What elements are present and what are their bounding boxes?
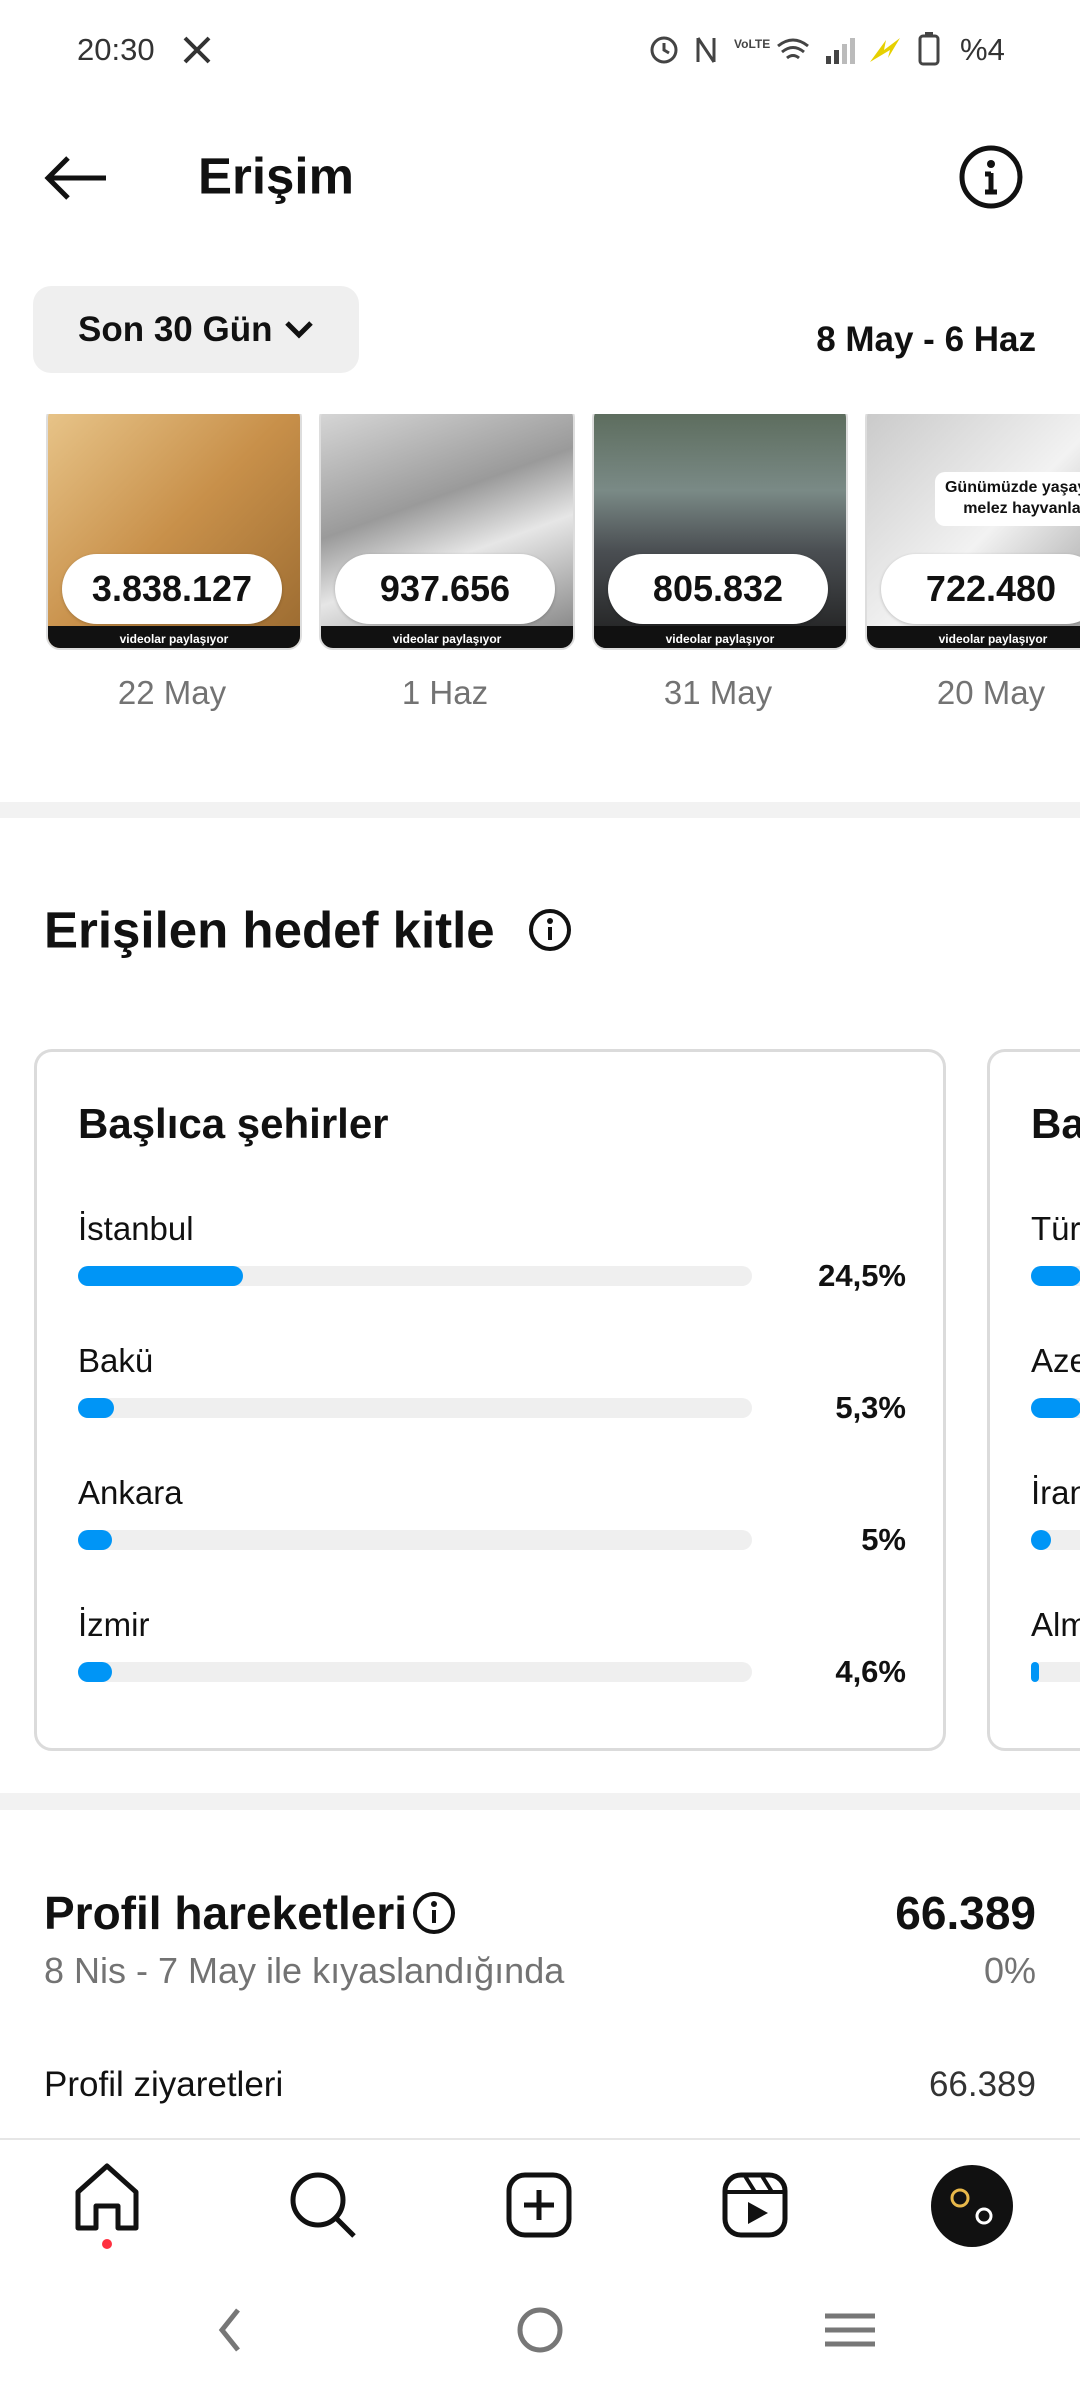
bar-track (78, 1398, 752, 1418)
post-reach: 722.480 (881, 554, 1080, 624)
bar-fill (1031, 1266, 1080, 1286)
profile-change: 0% (983, 1950, 1036, 1991)
post-footer: videolar paylaşıyor (938, 632, 1048, 646)
system-nav[interactable] (218, 2307, 875, 2353)
card-title: Ba (1031, 1100, 1080, 1147)
profile-tab[interactable] (931, 2165, 1013, 2247)
bar-fill (78, 1662, 112, 1682)
home-tab[interactable] (75, 2163, 139, 2249)
caption-line: melez hayvanlar (963, 499, 1080, 517)
post-footer: videolar paylaşıyor (119, 632, 229, 646)
svg-text:VoLTE: VoLTE (734, 37, 770, 51)
audience-card (34, 1049, 946, 1751)
post-footer-strip (594, 626, 846, 648)
bar-fill (1031, 1398, 1080, 1418)
post-footer-strip (321, 626, 573, 648)
row-value: 4,6% (835, 1654, 906, 1689)
post-footer: videolar paylaşıyor (392, 632, 502, 646)
profile-comparison: 8 Nis - 7 May ile kıyaslandığında (44, 1950, 565, 1991)
info-button[interactable] (958, 144, 1024, 210)
page-title: Erişim (198, 147, 354, 205)
row-label: Bakü (78, 1342, 154, 1379)
bar-track (78, 1266, 752, 1286)
post-reach: 937.656 (335, 554, 555, 624)
row-label: Türk (1031, 1210, 1080, 1247)
battery-level: %4 (960, 32, 1005, 67)
create-tab[interactable] (506, 2172, 572, 2238)
bar-track (1031, 1662, 1080, 1682)
status-icons: VoLTE (650, 32, 940, 66)
row-label: İran (1031, 1474, 1080, 1511)
audience-cards: Başlıca şehirler İstanbul 24,5% Bakü 5,3% Ank… (0, 1040, 1080, 1770)
audience-card (987, 1049, 1080, 1751)
post-date: 20 May (936, 674, 1046, 711)
info-icon[interactable] (412, 1891, 456, 1935)
profile-row-value: 66.389 (928, 2065, 1036, 2104)
dropdown-icon (285, 321, 313, 339)
post-footer-strip (48, 626, 300, 648)
nav-icons (75, 2163, 1013, 2353)
row-label: İstanbul (78, 1210, 194, 1247)
search-tab[interactable] (290, 2172, 356, 2238)
status-time: 20:30 (77, 32, 155, 67)
caption-line: Günümüzde yaşayan (944, 479, 1080, 496)
info-icon[interactable] (528, 908, 572, 952)
post-date: 22 May (117, 674, 227, 711)
profile-row-label: Profil ziyaretleri (44, 2065, 284, 2104)
section-divider (0, 802, 1080, 818)
post-footer: videolar paylaşıyor (665, 632, 775, 646)
row-label: Alm (1031, 1606, 1080, 1643)
profile-title: Profil hareketleri (44, 1887, 408, 1939)
date-range: 8 May - 6 Haz (816, 320, 1036, 359)
bar-fill (1031, 1662, 1039, 1682)
post-reach: 3.838.127 (62, 554, 282, 624)
card-title: Başlıca şehirler (78, 1100, 389, 1147)
profile-total: 66.389 (895, 1887, 1036, 1939)
section-divider (0, 1793, 1080, 1810)
post-date: 1 Haz (401, 674, 489, 711)
row-value: 5,3% (835, 1390, 906, 1425)
bar-fill (1031, 1530, 1051, 1550)
back-button[interactable] (44, 156, 108, 200)
post-footer-strip (867, 626, 1080, 648)
bar-track (78, 1662, 752, 1682)
section-title: Erişilen hedef kitle (44, 901, 495, 959)
period-label: Son 30 Gün (78, 310, 273, 349)
row-value: 5% (861, 1522, 906, 1557)
row-label: Aze (1031, 1342, 1080, 1379)
bar-fill (78, 1398, 114, 1418)
bar-fill (78, 1530, 112, 1550)
row-label: İzmir (78, 1606, 150, 1643)
post-date: 31 May (663, 674, 773, 711)
x-icon (183, 36, 211, 64)
reels-tab[interactable] (722, 2172, 788, 2238)
post-reach: 805.832 (608, 554, 828, 624)
row-label: Ankara (78, 1474, 183, 1511)
bar-fill (78, 1266, 244, 1286)
post-caption: Günümüzde yaşayan melez hayvanlar (935, 472, 1080, 526)
row-value: 24,5% (818, 1258, 906, 1293)
bar-track (78, 1530, 752, 1550)
posts-row: videolar paylaşıyor 3.838.127 22 May videol… (0, 414, 1080, 734)
